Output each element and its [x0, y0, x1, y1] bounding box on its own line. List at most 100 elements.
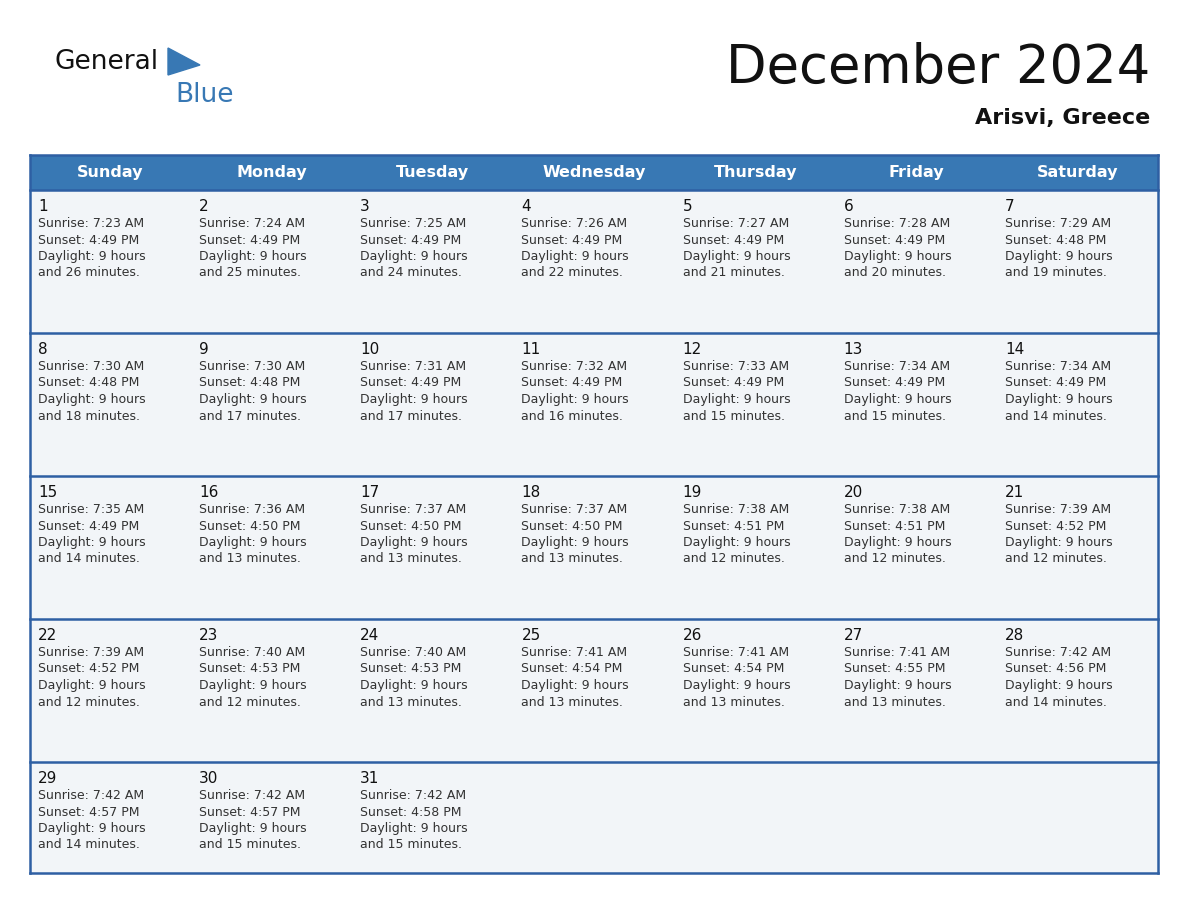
- Text: and 22 minutes.: and 22 minutes.: [522, 266, 624, 279]
- Text: and 16 minutes.: and 16 minutes.: [522, 409, 624, 422]
- Text: Daylight: 9 hours: Daylight: 9 hours: [1005, 679, 1112, 692]
- Text: and 13 minutes.: and 13 minutes.: [683, 696, 784, 709]
- Text: Sunset: 4:49 PM: Sunset: 4:49 PM: [1005, 376, 1106, 389]
- Text: Sunrise: 7:42 AM: Sunrise: 7:42 AM: [38, 789, 144, 802]
- Text: Sunrise: 7:39 AM: Sunrise: 7:39 AM: [1005, 503, 1111, 516]
- Text: 1: 1: [38, 199, 48, 214]
- Text: Tuesday: Tuesday: [397, 165, 469, 180]
- Text: Sunset: 4:48 PM: Sunset: 4:48 PM: [1005, 233, 1106, 247]
- Text: 4: 4: [522, 199, 531, 214]
- Text: and 13 minutes.: and 13 minutes.: [360, 553, 462, 565]
- Text: Sunset: 4:56 PM: Sunset: 4:56 PM: [1005, 663, 1106, 676]
- Text: and 14 minutes.: and 14 minutes.: [38, 553, 140, 565]
- Text: General: General: [55, 49, 159, 75]
- Text: Sunrise: 7:30 AM: Sunrise: 7:30 AM: [38, 360, 144, 373]
- Text: Sunrise: 7:25 AM: Sunrise: 7:25 AM: [360, 217, 467, 230]
- Text: Daylight: 9 hours: Daylight: 9 hours: [1005, 393, 1112, 406]
- Text: 25: 25: [522, 628, 541, 643]
- Text: and 18 minutes.: and 18 minutes.: [38, 409, 140, 422]
- Text: Sunrise: 7:40 AM: Sunrise: 7:40 AM: [200, 646, 305, 659]
- Text: and 15 minutes.: and 15 minutes.: [843, 409, 946, 422]
- Text: 3: 3: [360, 199, 369, 214]
- Text: Sunset: 4:49 PM: Sunset: 4:49 PM: [843, 233, 944, 247]
- Text: Sunrise: 7:23 AM: Sunrise: 7:23 AM: [38, 217, 144, 230]
- Text: and 13 minutes.: and 13 minutes.: [200, 553, 301, 565]
- Text: Sunrise: 7:42 AM: Sunrise: 7:42 AM: [360, 789, 467, 802]
- Text: Daylight: 9 hours: Daylight: 9 hours: [522, 250, 630, 263]
- Text: Sunrise: 7:38 AM: Sunrise: 7:38 AM: [683, 503, 789, 516]
- Text: 27: 27: [843, 628, 862, 643]
- Text: Daylight: 9 hours: Daylight: 9 hours: [522, 536, 630, 549]
- Text: 30: 30: [200, 771, 219, 786]
- Text: Sunset: 4:51 PM: Sunset: 4:51 PM: [683, 520, 784, 532]
- Text: Daylight: 9 hours: Daylight: 9 hours: [522, 393, 630, 406]
- Polygon shape: [168, 48, 200, 75]
- Text: and 12 minutes.: and 12 minutes.: [683, 553, 784, 565]
- Text: Sunrise: 7:41 AM: Sunrise: 7:41 AM: [843, 646, 950, 659]
- Text: Sunset: 4:57 PM: Sunset: 4:57 PM: [38, 805, 139, 819]
- Text: Sunrise: 7:42 AM: Sunrise: 7:42 AM: [200, 789, 305, 802]
- Text: Sunrise: 7:34 AM: Sunrise: 7:34 AM: [1005, 360, 1111, 373]
- Text: and 12 minutes.: and 12 minutes.: [200, 696, 301, 709]
- Text: Daylight: 9 hours: Daylight: 9 hours: [360, 393, 468, 406]
- Text: Daylight: 9 hours: Daylight: 9 hours: [200, 536, 307, 549]
- Text: Wednesday: Wednesday: [542, 165, 646, 180]
- Bar: [30, 155, 1158, 190]
- Text: Sunrise: 7:26 AM: Sunrise: 7:26 AM: [522, 217, 627, 230]
- Text: Sunset: 4:54 PM: Sunset: 4:54 PM: [522, 663, 623, 676]
- Text: Sunset: 4:49 PM: Sunset: 4:49 PM: [843, 376, 944, 389]
- Text: and 20 minutes.: and 20 minutes.: [843, 266, 946, 279]
- Text: Sunrise: 7:36 AM: Sunrise: 7:36 AM: [200, 503, 305, 516]
- Text: Sunrise: 7:41 AM: Sunrise: 7:41 AM: [683, 646, 789, 659]
- Text: Sunset: 4:50 PM: Sunset: 4:50 PM: [200, 520, 301, 532]
- Text: 24: 24: [360, 628, 379, 643]
- Text: Sunrise: 7:37 AM: Sunrise: 7:37 AM: [360, 503, 467, 516]
- Bar: [30, 190, 1158, 333]
- Text: Sunset: 4:49 PM: Sunset: 4:49 PM: [683, 376, 784, 389]
- Bar: [30, 333, 1158, 476]
- Text: and 12 minutes.: and 12 minutes.: [38, 696, 140, 709]
- Text: Sunrise: 7:32 AM: Sunrise: 7:32 AM: [522, 360, 627, 373]
- Text: Daylight: 9 hours: Daylight: 9 hours: [683, 393, 790, 406]
- Text: Sunset: 4:48 PM: Sunset: 4:48 PM: [200, 376, 301, 389]
- Text: 13: 13: [843, 342, 864, 357]
- Text: and 25 minutes.: and 25 minutes.: [200, 266, 301, 279]
- Text: Sunrise: 7:33 AM: Sunrise: 7:33 AM: [683, 360, 789, 373]
- Text: Sunrise: 7:38 AM: Sunrise: 7:38 AM: [843, 503, 950, 516]
- Text: Sunrise: 7:39 AM: Sunrise: 7:39 AM: [38, 646, 144, 659]
- Text: Sunrise: 7:35 AM: Sunrise: 7:35 AM: [38, 503, 144, 516]
- Text: 26: 26: [683, 628, 702, 643]
- Text: Sunrise: 7:34 AM: Sunrise: 7:34 AM: [843, 360, 950, 373]
- Text: Daylight: 9 hours: Daylight: 9 hours: [1005, 250, 1112, 263]
- Text: Daylight: 9 hours: Daylight: 9 hours: [200, 250, 307, 263]
- Bar: [30, 619, 1158, 762]
- Text: Sunset: 4:49 PM: Sunset: 4:49 PM: [38, 233, 139, 247]
- Text: and 26 minutes.: and 26 minutes.: [38, 266, 140, 279]
- Text: and 15 minutes.: and 15 minutes.: [683, 409, 784, 422]
- Text: and 14 minutes.: and 14 minutes.: [38, 838, 140, 852]
- Text: Daylight: 9 hours: Daylight: 9 hours: [843, 393, 952, 406]
- Text: 7: 7: [1005, 199, 1015, 214]
- Text: and 13 minutes.: and 13 minutes.: [522, 553, 624, 565]
- Text: 19: 19: [683, 485, 702, 500]
- Text: 6: 6: [843, 199, 853, 214]
- Text: Daylight: 9 hours: Daylight: 9 hours: [360, 250, 468, 263]
- Text: Daylight: 9 hours: Daylight: 9 hours: [38, 250, 146, 263]
- Text: Sunset: 4:49 PM: Sunset: 4:49 PM: [522, 376, 623, 389]
- Text: and 15 minutes.: and 15 minutes.: [360, 838, 462, 852]
- Text: and 15 minutes.: and 15 minutes.: [200, 838, 301, 852]
- Text: Sunset: 4:52 PM: Sunset: 4:52 PM: [1005, 520, 1106, 532]
- Text: Sunrise: 7:40 AM: Sunrise: 7:40 AM: [360, 646, 467, 659]
- Text: Sunset: 4:51 PM: Sunset: 4:51 PM: [843, 520, 946, 532]
- Text: and 13 minutes.: and 13 minutes.: [843, 696, 946, 709]
- Text: Daylight: 9 hours: Daylight: 9 hours: [843, 679, 952, 692]
- Text: 22: 22: [38, 628, 57, 643]
- Text: 20: 20: [843, 485, 862, 500]
- Text: Sunrise: 7:24 AM: Sunrise: 7:24 AM: [200, 217, 305, 230]
- Text: Sunset: 4:48 PM: Sunset: 4:48 PM: [38, 376, 139, 389]
- Text: Daylight: 9 hours: Daylight: 9 hours: [38, 822, 146, 835]
- Text: Sunset: 4:49 PM: Sunset: 4:49 PM: [360, 233, 461, 247]
- Text: Sunrise: 7:28 AM: Sunrise: 7:28 AM: [843, 217, 950, 230]
- Text: Daylight: 9 hours: Daylight: 9 hours: [683, 679, 790, 692]
- Text: Daylight: 9 hours: Daylight: 9 hours: [683, 250, 790, 263]
